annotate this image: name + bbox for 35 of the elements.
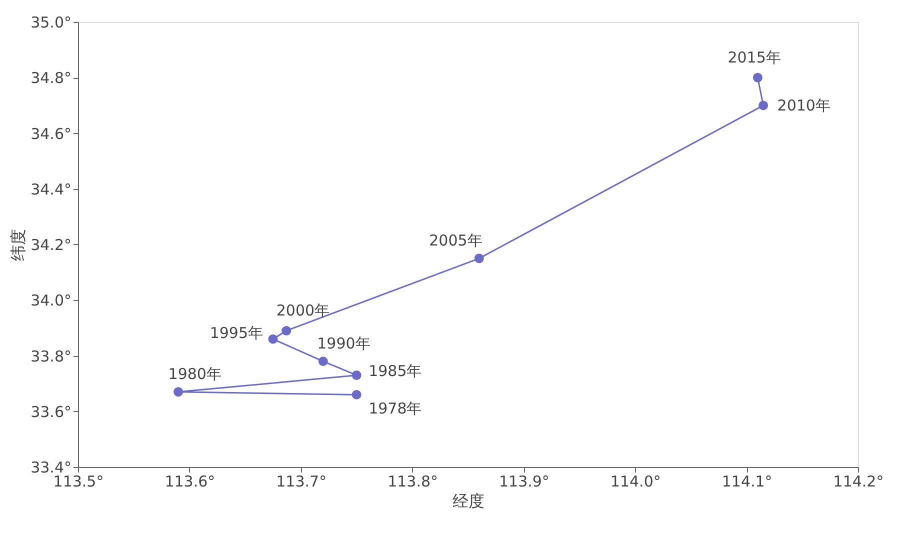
annotation: 2005年 — [429, 231, 482, 250]
point — [758, 100, 768, 110]
point — [752, 72, 762, 82]
y-tick-label: 34.2° — [30, 236, 72, 254]
y-tick-label: 34.0° — [30, 292, 72, 310]
x-tick-label: 113.6° — [164, 472, 216, 490]
annotation: 1985年 — [368, 362, 422, 380]
annotation: 1990年 — [317, 334, 370, 352]
y-tick-label: 35.0° — [30, 14, 72, 32]
y-axis-title: 纬度 — [8, 229, 28, 261]
x-tick-label: 114.0° — [610, 472, 661, 490]
x-tick-label: 114.1° — [722, 472, 772, 490]
annotation: 1978年 — [368, 400, 422, 418]
x-axis-title: 经度 — [452, 492, 484, 510]
annotation: 1995年 — [210, 324, 263, 342]
point — [282, 326, 292, 336]
y-tick-label: 34.8° — [30, 69, 72, 88]
point — [352, 390, 362, 400]
y-tick-label: 34.6° — [30, 124, 72, 143]
y-tick-label: 34.4° — [30, 180, 72, 198]
x-tick-label: 113.9° — [498, 472, 550, 490]
annotation: 2000年 — [276, 302, 330, 320]
y-tick-label: 33.6° — [30, 402, 72, 421]
x-tick-label: 113.8° — [388, 472, 438, 490]
point — [352, 370, 362, 380]
x-tick-label: 113.7° — [276, 472, 327, 490]
annotation: 1980年 — [168, 364, 222, 383]
annotation: 2015年 — [728, 48, 781, 67]
annotation: 2010年 — [777, 96, 830, 114]
y-tick-label: 33.8° — [30, 347, 72, 366]
point — [268, 334, 278, 344]
x-tick-label: 114.2° — [833, 472, 884, 490]
point — [474, 254, 484, 264]
point — [174, 387, 184, 397]
point — [318, 356, 328, 366]
